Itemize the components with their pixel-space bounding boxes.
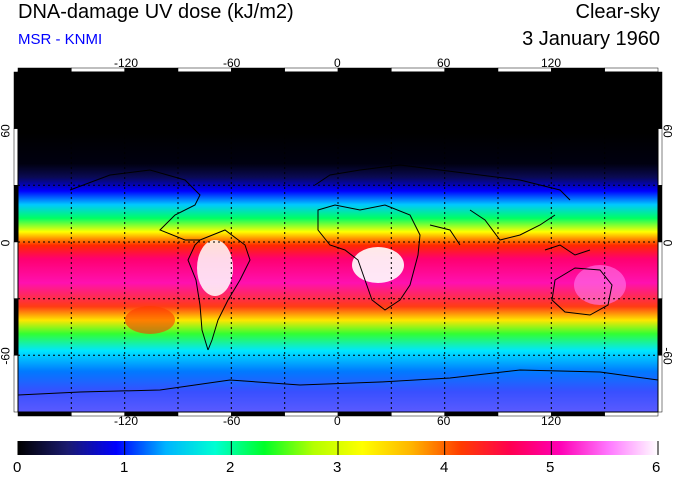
- graticule: [18, 72, 658, 412]
- frame-segment: [337, 411, 392, 417]
- map-title: DNA-damage UV dose (kJ/m2): [18, 1, 294, 23]
- frame-segment: [444, 67, 499, 73]
- frame-segment: [13, 71, 19, 129]
- frame-segment: [337, 67, 392, 73]
- frame-segment: [444, 411, 499, 417]
- date-label: 3 January 1960: [522, 28, 660, 50]
- colorbar-label: 2: [226, 459, 235, 476]
- lon-tick-bottom: 120: [541, 414, 562, 428]
- frame-segment: [284, 411, 339, 417]
- frame-segment: [657, 241, 663, 299]
- lat-tick-left: 60: [0, 124, 13, 138]
- lon-tick-top: 0: [334, 56, 341, 70]
- frame-segment: [17, 411, 72, 417]
- sky-condition-label: Clear-sky: [575, 1, 660, 23]
- colorbar-label: 5: [546, 459, 555, 476]
- colorbar-ticks: [17, 441, 659, 455]
- lon-tick-top: 120: [541, 56, 562, 70]
- colorbar-label: 3: [333, 459, 342, 476]
- lon-tick-bottom: -120: [114, 414, 139, 428]
- frame-segment: [13, 128, 19, 186]
- frame-segment: [13, 355, 19, 413]
- colorbar-label: 0: [13, 459, 22, 476]
- frame-segment: [604, 67, 659, 73]
- colorbar-label: 1: [120, 459, 129, 476]
- frame-segment: [657, 185, 663, 243]
- source-label: MSR - KNMI: [18, 31, 103, 48]
- lat-tick-left: 0: [0, 240, 12, 247]
- frame-segment: [604, 411, 659, 417]
- frame-segment: [13, 298, 19, 356]
- coastlines: [18, 164, 658, 396]
- frame-segment: [284, 67, 339, 73]
- colorbar-label: 6: [652, 459, 661, 476]
- lon-tick-bottom: 0: [334, 414, 341, 428]
- frame-segment: [657, 71, 663, 129]
- lon-tick-bottom: 60: [437, 414, 451, 428]
- frame-segment: [13, 185, 19, 243]
- frame-segment: [13, 241, 19, 299]
- lat-tick-right: 0: [660, 239, 675, 247]
- lat-tick-left: -60: [0, 347, 13, 365]
- lat-tick-right: -60: [660, 347, 675, 365]
- lon-tick-top: 60: [437, 56, 451, 70]
- lon-tick-top: -60: [223, 56, 241, 70]
- lon-tick-top: -120: [114, 56, 139, 70]
- colorbar-label: 4: [440, 459, 449, 476]
- lat-tick-right: 60: [660, 124, 675, 138]
- frame-segment: [17, 67, 72, 73]
- lon-tick-bottom: -60: [223, 414, 241, 428]
